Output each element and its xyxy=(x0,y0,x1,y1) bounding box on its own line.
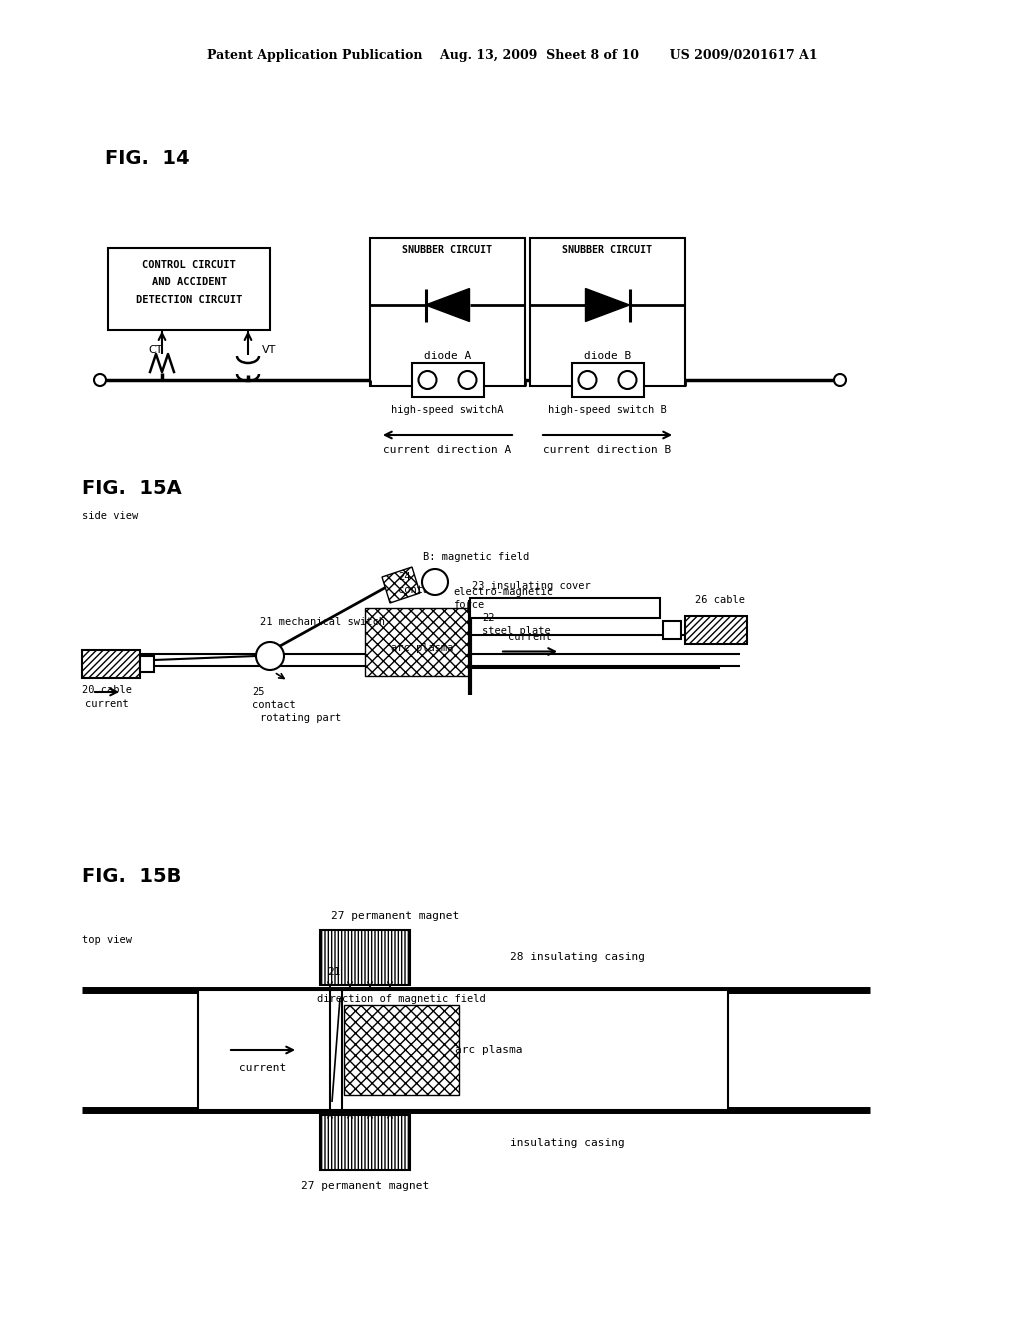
Circle shape xyxy=(834,374,846,385)
Text: arc plasma: arc plasma xyxy=(391,643,454,653)
Polygon shape xyxy=(426,289,469,322)
Text: AND ACCIDENT: AND ACCIDENT xyxy=(152,277,226,286)
Text: current: current xyxy=(85,700,129,709)
Text: 27 permanent magnet: 27 permanent magnet xyxy=(301,1181,429,1191)
Bar xyxy=(571,363,643,397)
Text: side view: side view xyxy=(82,511,138,521)
Text: electro-magnetic: electro-magnetic xyxy=(453,587,553,597)
Text: direction of magnetic field: direction of magnetic field xyxy=(317,994,485,1005)
Text: 22: 22 xyxy=(482,612,495,623)
Circle shape xyxy=(459,371,476,389)
Text: contact: contact xyxy=(252,700,296,710)
Bar xyxy=(685,616,746,644)
Text: 25: 25 xyxy=(252,686,264,697)
Circle shape xyxy=(94,374,106,385)
Text: arc plasma: arc plasma xyxy=(456,1045,522,1055)
Text: diode A: diode A xyxy=(424,351,471,360)
Text: FIG.  15A: FIG. 15A xyxy=(82,479,181,498)
Text: high-speed switchA: high-speed switchA xyxy=(391,405,504,414)
Circle shape xyxy=(422,569,449,595)
Text: VT: VT xyxy=(262,345,276,355)
Text: 24: 24 xyxy=(398,572,411,582)
Bar xyxy=(365,609,470,676)
Bar xyxy=(663,620,681,639)
Text: current direction B: current direction B xyxy=(544,445,672,455)
Text: 23 insulating cover: 23 insulating cover xyxy=(472,581,591,591)
Circle shape xyxy=(419,371,436,389)
Text: 20 cable: 20 cable xyxy=(82,685,132,696)
Circle shape xyxy=(256,642,284,671)
Text: rotating part: rotating part xyxy=(260,713,341,723)
Bar xyxy=(530,238,685,385)
Text: SNUBBER CIRCUIT: SNUBBER CIRCUIT xyxy=(402,246,493,255)
Bar xyxy=(470,598,660,618)
Text: 27 permanent magnet: 27 permanent magnet xyxy=(331,911,459,921)
Text: 21: 21 xyxy=(328,968,341,977)
Bar xyxy=(319,1115,410,1170)
Text: FIG.  14: FIG. 14 xyxy=(105,149,189,168)
Text: 28 insulating casing: 28 insulating casing xyxy=(510,953,645,962)
Text: CONTROL CIRCUIT: CONTROL CIRCUIT xyxy=(142,260,236,271)
Bar xyxy=(412,363,483,397)
Text: force: force xyxy=(453,601,484,610)
Text: FIG.  15B: FIG. 15B xyxy=(82,866,181,886)
Text: 26 cable: 26 cable xyxy=(695,595,745,605)
Bar xyxy=(108,248,270,330)
Bar xyxy=(330,990,342,1110)
Text: high-speed switch B: high-speed switch B xyxy=(548,405,667,414)
Text: diode B: diode B xyxy=(584,351,631,360)
Text: steel plate: steel plate xyxy=(482,626,551,636)
Text: current: current xyxy=(508,632,552,643)
Text: insulating casing: insulating casing xyxy=(510,1138,625,1147)
Text: SNUBBER CIRCUIT: SNUBBER CIRCUIT xyxy=(562,246,652,255)
Circle shape xyxy=(579,371,597,389)
Bar xyxy=(140,656,154,672)
Polygon shape xyxy=(382,568,420,603)
Polygon shape xyxy=(586,289,630,322)
Bar xyxy=(370,238,525,385)
Text: 21 mechanical switch: 21 mechanical switch xyxy=(260,616,385,627)
Bar xyxy=(198,990,728,1110)
Text: CT: CT xyxy=(148,345,163,355)
Text: current: current xyxy=(240,1063,287,1073)
Bar xyxy=(82,649,140,678)
Text: top view: top view xyxy=(82,935,132,945)
Text: contact: contact xyxy=(398,585,441,595)
Text: current direction A: current direction A xyxy=(383,445,512,455)
Text: B: magnetic field: B: magnetic field xyxy=(423,552,529,562)
Circle shape xyxy=(618,371,637,389)
Bar xyxy=(344,1005,459,1096)
Text: DETECTION CIRCUIT: DETECTION CIRCUIT xyxy=(136,294,242,305)
Text: Patent Application Publication    Aug. 13, 2009  Sheet 8 of 10       US 2009/020: Patent Application Publication Aug. 13, … xyxy=(207,49,817,62)
Bar xyxy=(319,931,410,985)
